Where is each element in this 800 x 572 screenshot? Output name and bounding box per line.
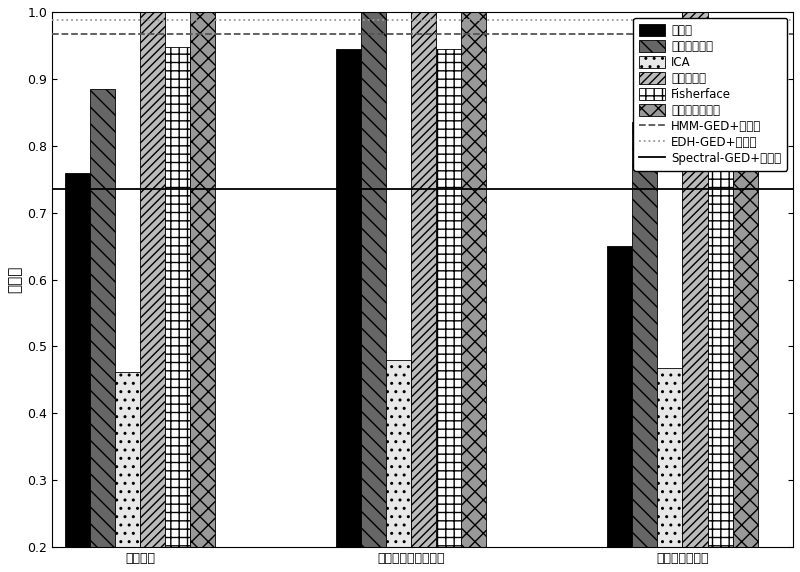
Bar <box>115 372 140 547</box>
Bar <box>436 49 462 547</box>
Bar <box>632 122 658 547</box>
Bar <box>462 0 486 547</box>
Bar <box>336 49 361 547</box>
Bar <box>65 173 90 547</box>
Y-axis label: 识别率: 识别率 <box>7 266 22 293</box>
Bar <box>90 89 115 547</box>
Bar <box>361 0 386 547</box>
Bar <box>165 47 190 547</box>
Bar <box>658 368 682 547</box>
Bar <box>733 47 758 547</box>
Bar <box>190 0 215 547</box>
Bar <box>607 246 632 547</box>
Bar <box>140 0 165 547</box>
Legend: 特征脸, 核主成分分析, ICA, 拉普拉斯脸, Fisherface, 张量子空间分析, HMM-GED+特征脸, EDH-GED+特征脸, Spectral: 特征脸, 核主成分分析, ICA, 拉普拉斯脸, Fisherface, 张量子… <box>634 18 787 170</box>
Bar <box>411 0 436 547</box>
Bar <box>682 0 707 547</box>
Bar <box>386 360 411 547</box>
Bar <box>707 62 733 547</box>
